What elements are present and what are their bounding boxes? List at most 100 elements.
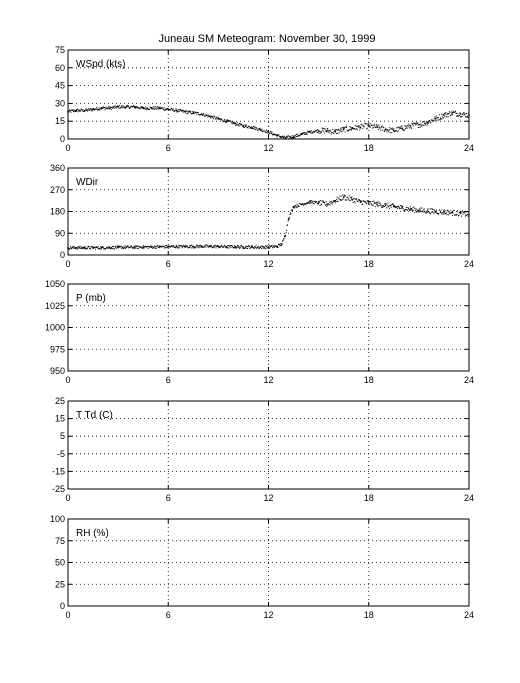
trace-dot <box>194 247 196 249</box>
trace-dot <box>295 205 297 207</box>
trace-dot <box>299 203 301 205</box>
trace-dot <box>206 114 208 116</box>
trace-dot <box>192 111 194 113</box>
trace-dot <box>435 115 437 117</box>
trace-dot <box>306 202 308 204</box>
trace-dot <box>464 113 466 115</box>
trace-dot <box>363 201 365 203</box>
trace-dot <box>207 116 209 118</box>
trace-dot <box>383 206 385 208</box>
trace-dot <box>238 122 240 124</box>
trace-dot <box>448 211 450 213</box>
trace-dot <box>237 124 239 126</box>
trace-dot <box>187 112 189 114</box>
trace-dot <box>115 246 117 248</box>
trace-dot <box>171 245 173 247</box>
data-point <box>142 107 144 109</box>
data-point <box>393 205 395 208</box>
data-point <box>125 106 128 108</box>
trace-dot <box>212 246 214 248</box>
trace-dot <box>169 246 171 248</box>
trace-dot <box>143 245 145 247</box>
trace-dot <box>443 113 445 115</box>
trace-dot <box>119 246 121 248</box>
trace-dot <box>427 122 429 124</box>
trace-dot <box>431 208 433 210</box>
trace-dot <box>317 131 319 133</box>
trace-dot <box>243 127 245 129</box>
trace-dot <box>461 210 463 212</box>
trace-dot <box>202 246 204 248</box>
trace-dot <box>154 108 156 110</box>
trace-dot <box>197 112 199 114</box>
trace-dot <box>226 246 228 248</box>
trace-dot <box>451 214 453 216</box>
trace-dot <box>426 208 428 210</box>
trace-dot <box>328 132 330 134</box>
trace-dot <box>90 246 92 248</box>
trace-dot <box>447 209 449 211</box>
trace-dot <box>379 127 381 129</box>
trace-dot <box>317 203 319 205</box>
trace-dot <box>155 246 157 248</box>
trace-dot <box>243 247 245 249</box>
trace-dot <box>110 107 112 109</box>
data-point <box>451 212 453 214</box>
trace-dot <box>254 126 256 128</box>
trace-dot <box>462 213 464 215</box>
trace-dot <box>152 107 154 109</box>
trace-dot <box>167 247 169 249</box>
trace-dot <box>229 245 231 247</box>
trace-dot <box>463 112 465 114</box>
trace-dot <box>239 247 241 249</box>
trace-dot <box>273 133 275 135</box>
x-tick-label: 6 <box>166 610 171 620</box>
trace-dot <box>110 248 112 250</box>
trace-dot <box>394 206 396 208</box>
trace-dot <box>165 108 167 110</box>
trace-dot <box>338 197 340 199</box>
trace-dot <box>251 245 253 247</box>
trace-dot <box>229 120 231 122</box>
trace-dot <box>407 206 409 208</box>
trace-dot <box>276 246 278 248</box>
trace-dot <box>92 110 94 112</box>
trace-dot <box>247 246 249 248</box>
trace-dot <box>144 246 146 248</box>
data-point <box>242 125 245 127</box>
data-point <box>334 131 337 133</box>
trace-dot <box>363 126 365 128</box>
trace-dot <box>411 208 413 210</box>
trace-dot <box>422 209 424 211</box>
trace-dot <box>194 246 196 248</box>
trace-dot <box>467 116 469 118</box>
trace-dot <box>157 246 159 248</box>
trace-dot <box>174 110 176 112</box>
trace-dot <box>82 246 84 248</box>
trace-dot <box>111 106 113 108</box>
trace-dot <box>258 247 260 249</box>
y-tick-label: 180 <box>50 207 65 217</box>
trace-dot <box>210 117 212 119</box>
trace-dot <box>332 200 334 202</box>
panel-label: WDir <box>76 177 99 188</box>
trace-dot <box>126 105 128 107</box>
trace-dot <box>220 119 222 121</box>
trace-dot <box>184 111 186 113</box>
trace-dot <box>462 211 464 213</box>
trace-dot <box>176 246 178 248</box>
trace-dot <box>242 247 244 249</box>
data-point <box>451 112 453 114</box>
trace-dot <box>392 203 394 205</box>
trace-dot <box>120 246 122 248</box>
data-point <box>301 133 303 135</box>
trace-dot <box>78 246 80 248</box>
trace-dot <box>297 135 299 137</box>
trace-dot <box>377 126 379 128</box>
trace-dot <box>247 127 249 129</box>
trace-dot <box>428 121 430 123</box>
trace-dot <box>118 246 120 248</box>
trace-dot <box>250 245 252 247</box>
trace-dot <box>391 203 393 205</box>
trace-dot <box>326 205 328 207</box>
